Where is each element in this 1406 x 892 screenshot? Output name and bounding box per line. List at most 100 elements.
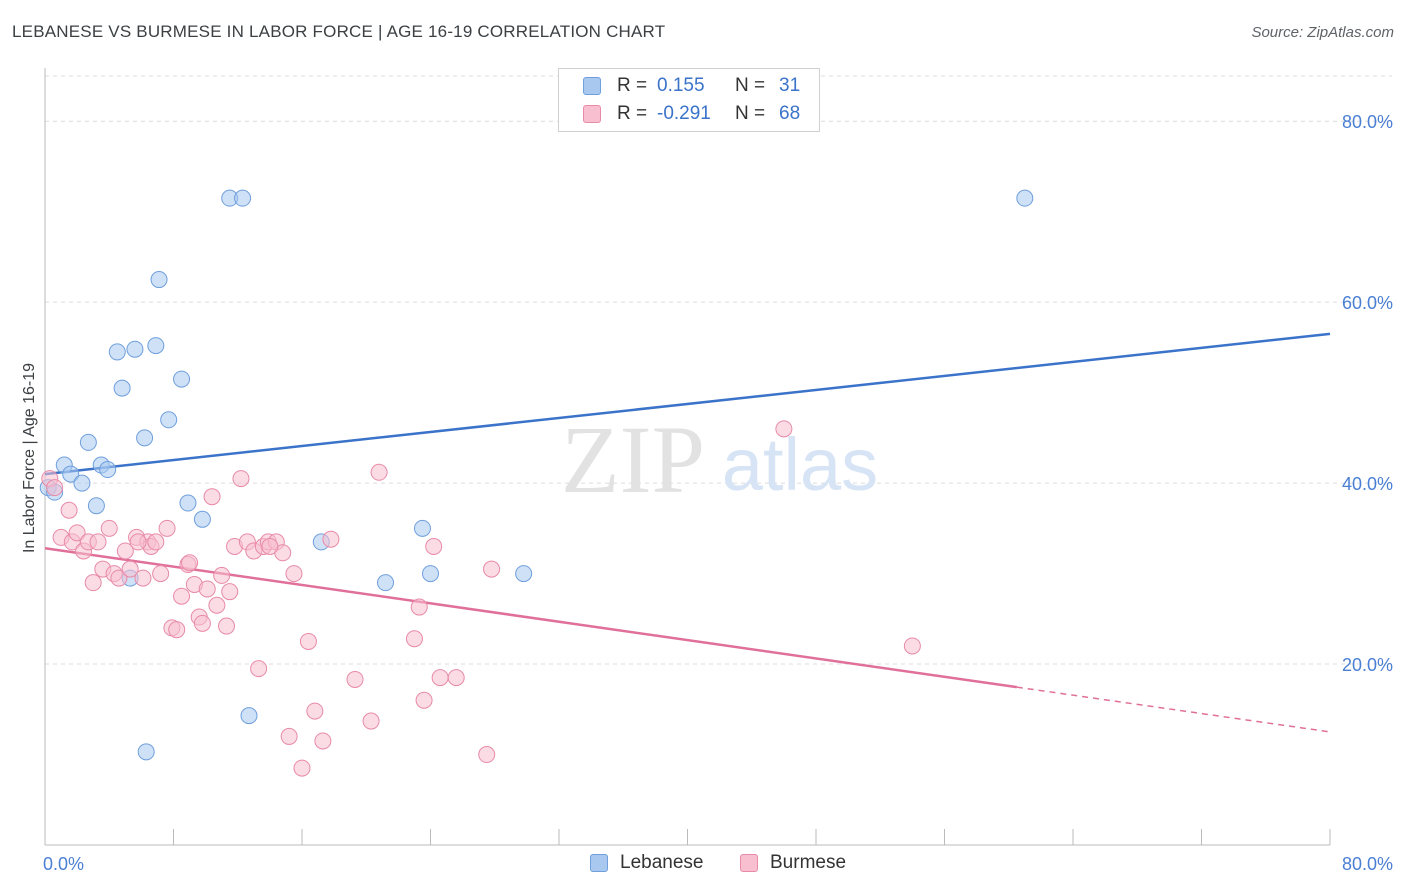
lebanese-point: [422, 565, 439, 583]
series-legend: Lebanese Burmese: [0, 852, 1406, 878]
stats-legend: R = 0.155 N = 31 R = -0.291 N = 68: [558, 68, 820, 132]
burmese-trend-line: [44, 547, 1017, 689]
chart-title: LEBANESE VS BURMESE IN LABOR FORCE | AGE…: [12, 22, 666, 41]
lebanese-point: [150, 271, 168, 289]
legend-row-lebanese: R = 0.155 N = 31: [583, 73, 800, 99]
lebanese-point: [193, 510, 211, 528]
burmese-point: [431, 669, 449, 687]
lebanese-point: [515, 565, 533, 583]
burmese-point: [322, 530, 340, 548]
burmese-point: [129, 533, 147, 551]
x-tick-label: 80.0%: [1342, 854, 1393, 874]
lebanese-point: [126, 340, 144, 358]
source-label: Source: ZipAtlas.com: [1251, 24, 1394, 41]
legend-label-burmese: Burmese: [770, 852, 847, 873]
lebanese-point: [79, 433, 97, 451]
lebanese-point: [173, 370, 191, 388]
lebanese-point: [113, 379, 131, 397]
burmese-trend-line-extension: [1016, 686, 1331, 733]
burmese-point: [168, 621, 186, 639]
y-tick-label: 20.0%: [1342, 655, 1393, 675]
legend-swatch-burmese: [583, 105, 601, 123]
watermark-atlas: atlas: [722, 423, 878, 506]
legend-row-burmese: R = -0.291 N = 68: [583, 101, 800, 127]
lebanese-point: [147, 337, 165, 355]
burmese-point: [346, 670, 364, 688]
legend-label-lebanese: Lebanese: [620, 852, 704, 873]
burmese-point: [483, 560, 501, 578]
burmese-point: [116, 542, 134, 560]
burmese-point: [173, 587, 191, 605]
lebanese-point: [136, 429, 154, 447]
lebanese-point: [62, 465, 80, 483]
lebanese-point: [108, 343, 126, 361]
legend-item-lebanese[interactable]: Lebanese: [590, 852, 703, 874]
burmese-point: [203, 488, 221, 506]
burmese-point: [84, 574, 102, 592]
burmese-point: [110, 569, 128, 587]
burmese-point: [370, 463, 388, 481]
burmese-point: [147, 533, 165, 551]
burmese-point: [285, 565, 303, 583]
burmese-point: [208, 596, 226, 614]
legend-item-burmese[interactable]: Burmese: [740, 852, 846, 874]
lebanese-point: [160, 411, 178, 429]
legend-r-label: R =: [617, 75, 648, 96]
lebanese-point: [234, 189, 252, 207]
burmese-point: [405, 630, 423, 648]
burmese-point: [221, 583, 239, 601]
lebanese-point: [137, 743, 155, 761]
watermark-zip: ZIP: [561, 406, 705, 513]
burmese-point: [775, 420, 793, 438]
burmese-point: [60, 501, 78, 519]
burmese-point: [293, 759, 311, 777]
lebanese-point: [179, 494, 197, 512]
legend-r-label: R =: [617, 103, 648, 124]
lebanese-point: [73, 474, 91, 492]
lebanese-point: [240, 707, 258, 725]
y-tick-label: 80.0%: [1342, 112, 1393, 132]
lebanese-point: [87, 497, 105, 515]
burmese-point: [250, 660, 268, 678]
x-tick-label: 0.0%: [43, 854, 84, 874]
burmese-point: [181, 554, 199, 572]
burmese-point: [89, 533, 107, 551]
burmese-point: [198, 580, 216, 598]
burmese-point: [362, 712, 380, 730]
legend-swatch-lebanese: [583, 77, 601, 95]
burmese-point: [410, 598, 428, 616]
burmese-point: [425, 537, 443, 555]
legend-n-label: N =: [735, 103, 766, 124]
data-points: [39, 189, 1034, 777]
burmese-point: [158, 519, 176, 537]
watermark: ZIP atlas: [561, 406, 878, 513]
legend-r-value: 0.155: [657, 75, 705, 96]
lebanese-point: [413, 519, 431, 537]
legend-swatch-burmese: [740, 854, 758, 872]
burmese-point: [415, 691, 433, 709]
burmese-point: [306, 702, 324, 720]
trend-lines: [44, 332, 1331, 733]
burmese-point: [232, 470, 250, 488]
lebanese-point: [1016, 189, 1034, 207]
grid-lines: [45, 75, 1392, 665]
burmese-point: [299, 632, 317, 650]
legend-n-value: 68: [779, 103, 801, 124]
y-tick-label: 40.0%: [1342, 474, 1393, 494]
lebanese-trend-line: [44, 332, 1331, 476]
burmese-point: [261, 537, 279, 555]
lebanese-point: [377, 574, 395, 592]
burmese-point: [134, 569, 152, 587]
burmese-point: [478, 746, 496, 764]
burmese-point: [280, 727, 298, 745]
y-tick-label: 60.0%: [1342, 293, 1393, 313]
legend-n-value: 31: [779, 75, 801, 96]
burmese-point: [68, 524, 86, 542]
tick-labels: 20.0% 40.0% 60.0% 80.0% 0.0% 80.0%: [43, 112, 1393, 874]
burmese-point: [314, 732, 332, 750]
legend-r-value: -0.291: [657, 103, 711, 124]
burmese-point: [193, 614, 211, 632]
axes: [44, 68, 1331, 846]
burmese-point: [218, 617, 236, 635]
